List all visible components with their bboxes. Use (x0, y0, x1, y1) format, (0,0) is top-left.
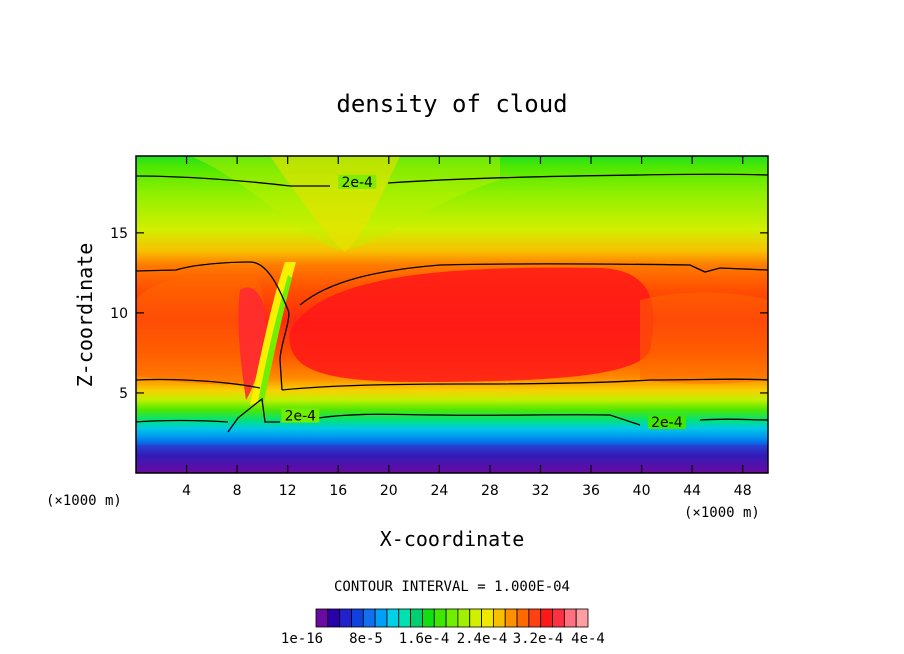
x-tick-label: 24 (430, 483, 448, 499)
contour-label: 2e-4 (285, 409, 317, 425)
x-tick-label: 8 (233, 483, 242, 499)
y-unit-label: (×1000 m) (46, 493, 122, 509)
x-tick-label: 44 (683, 483, 701, 499)
contour-label-background (647, 414, 686, 429)
y-axis-label: Z-coordinate (73, 243, 97, 388)
colorbar-swatch (528, 608, 542, 628)
colorbar-swatch (492, 608, 506, 628)
colorbar-swatch (552, 608, 565, 628)
plot-field (136, 156, 768, 473)
contour-upper-envelope (135, 261, 769, 391)
colorbar-tick-label: 8e-5 (349, 631, 383, 647)
colorbar-swatch (398, 608, 412, 628)
plot-frame (135, 155, 769, 474)
colorbar-swatch (351, 608, 364, 628)
colorbar-swatch (315, 608, 329, 628)
colorbar (315, 608, 589, 628)
colorbar-swatch (504, 608, 518, 628)
x-tick-label: 48 (734, 483, 752, 499)
colorbar-swatch (575, 608, 589, 628)
colorbar-tick-label: 3.2e-4 (513, 631, 564, 647)
colorbar-labels: 1e-16 8e-5 1.6e-4 2.4e-4 3.2e-4 4e-4 (281, 631, 605, 647)
contour-lines (135, 173, 769, 433)
colorbar-swatch (433, 608, 447, 628)
x-unit-label: (×1000 m) (684, 505, 760, 521)
y-tick-label: 10 (110, 306, 128, 322)
x-tick-label: 4 (182, 483, 191, 499)
contour-label-background (281, 408, 320, 423)
contour-top-2e-4 (135, 173, 769, 187)
colorbar-swatch (540, 608, 553, 628)
colorbar-tick-label: 1e-16 (281, 631, 323, 647)
x-tick-label: 16 (329, 483, 347, 499)
colorbar-swatch (327, 608, 341, 628)
colorbar-swatch (410, 608, 423, 628)
y-axis-ticks: 5 10 15 (110, 226, 768, 402)
x-tick-label: 36 (582, 483, 600, 499)
colorbar-swatch (339, 608, 352, 628)
colorbar-tick-label: 4e-4 (571, 631, 605, 647)
contour-label: 2e-4 (341, 175, 373, 191)
colorbar-swatch (563, 608, 577, 628)
y-tick-label: 5 (119, 386, 128, 402)
colorbar-swatch (481, 608, 494, 628)
colorbar-tick-label: 2.4e-4 (457, 631, 508, 647)
contour-updraft-2e-4 (227, 397, 769, 433)
contour-interval: CONTOUR INTERVAL = 1.000E-04 (334, 579, 570, 595)
x-axis-ticks: 4 8 12 16 20 24 28 32 36 40 44 48 (182, 156, 752, 499)
x-axis-label: X-coordinate (380, 527, 525, 551)
x-tick-label: 12 (279, 483, 297, 499)
contour-base-2e-4 (135, 419, 229, 423)
colorbar-swatch (469, 608, 482, 628)
x-tick-label: 40 (633, 483, 651, 499)
x-tick-label: 20 (380, 483, 398, 499)
colorbar-swatch (386, 608, 400, 628)
colorbar-swatch (516, 608, 530, 628)
colorbar-swatch (374, 608, 388, 628)
x-tick-label: 32 (532, 483, 550, 499)
chart-title: density of cloud (336, 90, 567, 118)
colorbar-swatch (362, 608, 376, 628)
contour-label-background (338, 174, 377, 189)
y-tick-label: 15 (110, 226, 128, 242)
contour-label-group: 2e-4 2e-4 2e-4 (281, 174, 686, 431)
x-tick-label: 28 (481, 483, 499, 499)
colorbar-swatch (457, 608, 471, 628)
colorbar-swatch (422, 608, 435, 628)
colorbar-tick-label: 1.6e-4 (399, 631, 450, 647)
contour-label: 2e-4 (651, 415, 683, 431)
contour-lower-envelope (135, 378, 769, 391)
colorbar-swatch (445, 608, 459, 628)
